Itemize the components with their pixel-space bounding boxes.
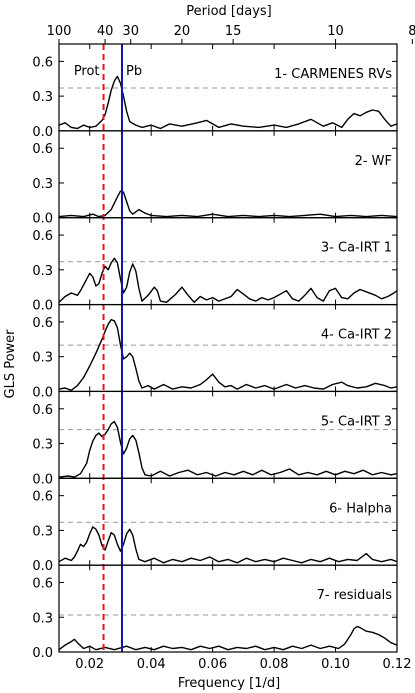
x-tick-label: 0.08 [260,657,289,672]
top-tick-label: 30 [122,24,139,39]
gls-curve [58,190,398,218]
panel-title: 4- Ca-IRT 2 [321,328,392,343]
x-tick-label: 0.10 [321,657,350,672]
panel-title: 7- residuals [317,588,393,603]
top-tick-label: 40 [97,24,114,39]
y-tick-label: 0.3 [32,438,53,453]
y-tick-label: 0.6 [32,403,53,418]
y-tick-label: 0.6 [32,142,53,157]
frames-group [58,43,398,653]
panel-frame [58,217,398,306]
y-tick-label: 0.3 [32,264,53,279]
panel-5: 5- Ca-IRT 3 [58,414,398,478]
gls-curve [58,75,398,130]
y-axis-label: GLS Power [3,329,18,399]
top-tick-label: 20 [174,24,191,39]
x-axis-label: Frequency [1/d] [178,676,280,691]
x-tick-label: 0.02 [75,657,104,672]
y-tick-label: 0.6 [32,316,53,331]
y-tick-label: 0.0 [32,125,53,140]
panel-frame [58,390,398,479]
y-tick-label: 0.3 [32,351,53,366]
panel-frame [58,564,398,653]
y-tick-label: 0.0 [32,299,53,314]
y-tick-label: 0.0 [32,212,53,227]
y-tick-label: 0.3 [32,177,53,192]
top-tick-label: 100 [47,24,72,39]
prot-label: Prot [74,64,100,79]
panel-2: 2- WF [58,154,398,218]
panel-3: 3- Ca-IRT 1 [58,241,398,303]
y-tick-label: 0.3 [32,611,53,626]
panel-6: 6- Halpha [58,501,398,564]
panel-title: 3- Ca-IRT 1 [321,241,392,256]
panel-7: 7- residuals [58,588,398,651]
x-tick-label: 0.06 [198,657,227,672]
gls-curve [58,526,398,564]
panels-group: 1- CARMENES RVs 2- WF 3- Ca-IRT 1 4- Ca-IRT… [58,67,398,651]
gls-curve [58,257,398,303]
panel-frame [58,43,398,132]
gls-curve [58,420,398,478]
y-tick-label: 0.0 [32,646,53,661]
panel-frame [58,130,398,219]
vertical-lines-group: Prot Pb [74,44,142,652]
pb-label: Pb [126,64,142,79]
top-tick-label: 10 [327,24,344,39]
gls-curve [58,318,398,391]
y-tick-label: 0.6 [32,55,53,70]
panel-1: 1- CARMENES RVs [58,67,398,130]
panel-frame [58,477,398,566]
y-tick-label: 0.6 [32,490,53,505]
panel-title: 6- Halpha [329,501,392,516]
top-tick-label: 8 [408,24,415,39]
y-tick-label: 0.3 [32,524,53,539]
panel-title: 2- WF [355,154,392,169]
y-tick-label: 0.6 [32,577,53,592]
top-tick-label: 15 [225,24,242,39]
ticks-group: 0.0 0.3 0.6 0.0 0.3 0.6 0.0 0.3 0.6 0.0 0.3 0.6 0.0 0… [32,24,415,672]
x-tick-label: 0.12 [383,657,412,672]
y-tick-label: 0.6 [32,229,53,244]
gls-curve [58,625,398,651]
y-tick-label: 0.0 [32,385,53,400]
top-axis-label: Period [days] [186,4,272,19]
panel-4: 4- Ca-IRT 2 [58,318,398,391]
panel-title: 1- CARMENES RVs [274,67,392,82]
panel-title: 5- Ca-IRT 3 [321,414,392,429]
x-tick-label: 0.04 [137,657,166,672]
y-tick-label: 0.0 [32,472,53,487]
y-tick-label: 0.3 [32,90,53,105]
panel-frame [58,303,398,393]
y-tick-label: 0.0 [32,559,53,574]
